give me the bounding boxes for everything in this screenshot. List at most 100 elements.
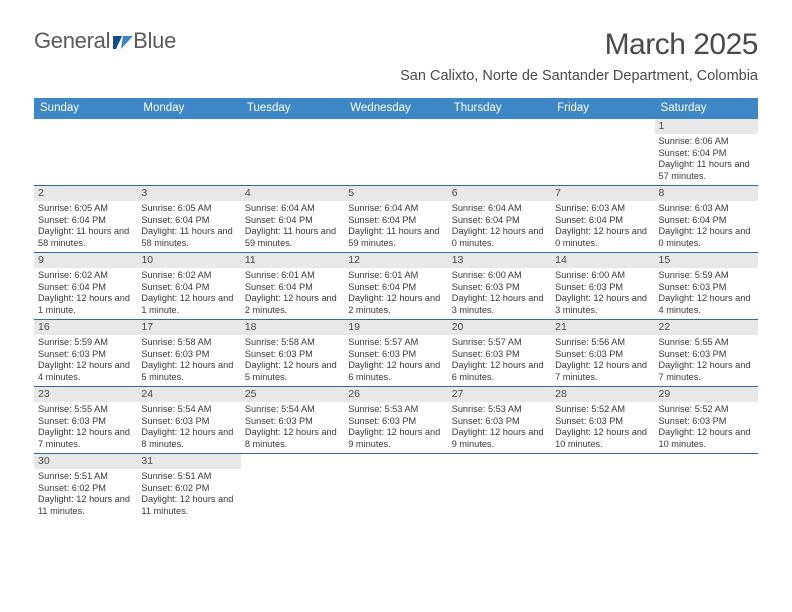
sunrise-text: Sunrise: 6:04 AM — [348, 203, 443, 215]
sunset-text: Sunset: 6:03 PM — [452, 282, 547, 294]
day-cell: 11Sunrise: 6:01 AMSunset: 6:04 PMDayligh… — [241, 253, 344, 319]
day-body: Sunrise: 6:05 AMSunset: 6:04 PMDaylight:… — [137, 201, 240, 252]
sunrise-text: Sunrise: 6:00 AM — [555, 270, 650, 282]
day-number — [448, 119, 551, 134]
header: General Blue March 2025 San Calixto, Nor… — [0, 0, 792, 90]
day-cell: 5Sunrise: 6:04 AMSunset: 6:04 PMDaylight… — [344, 186, 447, 252]
day-body: Sunrise: 5:55 AMSunset: 6:03 PMDaylight:… — [655, 335, 758, 386]
day-number: 13 — [448, 253, 551, 268]
day-number: 8 — [655, 186, 758, 201]
day-cell: 10Sunrise: 6:02 AMSunset: 6:04 PMDayligh… — [137, 253, 240, 319]
day-cell: 16Sunrise: 5:59 AMSunset: 6:03 PMDayligh… — [34, 320, 137, 386]
sunrise-text: Sunrise: 5:55 AM — [659, 337, 754, 349]
daylight-text: Daylight: 12 hours and 3 minutes. — [555, 293, 650, 316]
day-cell: 20Sunrise: 5:57 AMSunset: 6:03 PMDayligh… — [448, 320, 551, 386]
daylight-text: Daylight: 11 hours and 58 minutes. — [38, 226, 133, 249]
weekday-header: Tuesday — [241, 98, 344, 119]
day-number: 31 — [137, 454, 240, 469]
day-cell: 27Sunrise: 5:53 AMSunset: 6:03 PMDayligh… — [448, 387, 551, 453]
sunrise-text: Sunrise: 6:05 AM — [141, 203, 236, 215]
day-cell: 19Sunrise: 5:57 AMSunset: 6:03 PMDayligh… — [344, 320, 447, 386]
empty-cell — [241, 119, 344, 185]
sunrise-text: Sunrise: 6:03 AM — [555, 203, 650, 215]
day-body: Sunrise: 5:59 AMSunset: 6:03 PMDaylight:… — [655, 268, 758, 319]
day-number — [137, 119, 240, 134]
weekday-header: Thursday — [448, 98, 551, 119]
day-cell: 22Sunrise: 5:55 AMSunset: 6:03 PMDayligh… — [655, 320, 758, 386]
day-cell: 7Sunrise: 6:03 AMSunset: 6:04 PMDaylight… — [551, 186, 654, 252]
daylight-text: Daylight: 11 hours and 59 minutes. — [348, 226, 443, 249]
day-cell: 9Sunrise: 6:02 AMSunset: 6:04 PMDaylight… — [34, 253, 137, 319]
week-row: 30Sunrise: 5:51 AMSunset: 6:02 PMDayligh… — [34, 454, 758, 520]
sunrise-text: Sunrise: 6:04 AM — [245, 203, 340, 215]
day-body — [241, 134, 344, 139]
week-row: 2Sunrise: 6:05 AMSunset: 6:04 PMDaylight… — [34, 186, 758, 253]
day-number: 15 — [655, 253, 758, 268]
daylight-text: Daylight: 11 hours and 59 minutes. — [245, 226, 340, 249]
sunrise-text: Sunrise: 6:03 AM — [659, 203, 754, 215]
day-number: 6 — [448, 186, 551, 201]
sunrise-text: Sunrise: 6:02 AM — [141, 270, 236, 282]
day-cell: 23Sunrise: 5:55 AMSunset: 6:03 PMDayligh… — [34, 387, 137, 453]
day-number — [551, 454, 654, 469]
day-number: 29 — [655, 387, 758, 402]
sunrise-text: Sunrise: 5:56 AM — [555, 337, 650, 349]
week-row: 1Sunrise: 6:06 AMSunset: 6:04 PMDaylight… — [34, 119, 758, 186]
daylight-text: Daylight: 12 hours and 10 minutes. — [555, 427, 650, 450]
empty-cell — [551, 119, 654, 185]
weekday-header: Sunday — [34, 98, 137, 119]
day-body: Sunrise: 5:59 AMSunset: 6:03 PMDaylight:… — [34, 335, 137, 386]
day-body: Sunrise: 6:02 AMSunset: 6:04 PMDaylight:… — [137, 268, 240, 319]
sunrise-text: Sunrise: 5:59 AM — [38, 337, 133, 349]
location-line: San Calixto, Norte de Santander Departme… — [400, 68, 758, 84]
day-body: Sunrise: 5:57 AMSunset: 6:03 PMDaylight:… — [448, 335, 551, 386]
sunset-text: Sunset: 6:03 PM — [245, 416, 340, 428]
sunset-text: Sunset: 6:04 PM — [348, 215, 443, 227]
day-number — [344, 119, 447, 134]
day-body: Sunrise: 6:01 AMSunset: 6:04 PMDaylight:… — [241, 268, 344, 319]
day-number: 1 — [655, 119, 758, 134]
sunrise-text: Sunrise: 5:57 AM — [452, 337, 547, 349]
sunrise-text: Sunrise: 5:58 AM — [141, 337, 236, 349]
daylight-text: Daylight: 12 hours and 3 minutes. — [452, 293, 547, 316]
day-number: 4 — [241, 186, 344, 201]
daylight-text: Daylight: 12 hours and 11 minutes. — [38, 494, 133, 517]
day-body: Sunrise: 6:03 AMSunset: 6:04 PMDaylight:… — [655, 201, 758, 252]
daylight-text: Daylight: 12 hours and 0 minutes. — [659, 226, 754, 249]
day-body — [344, 469, 447, 474]
sunset-text: Sunset: 6:04 PM — [348, 282, 443, 294]
sunrise-text: Sunrise: 5:58 AM — [245, 337, 340, 349]
day-number: 10 — [137, 253, 240, 268]
empty-cell — [551, 454, 654, 520]
sunset-text: Sunset: 6:03 PM — [348, 416, 443, 428]
daylight-text: Daylight: 12 hours and 5 minutes. — [245, 360, 340, 383]
daylight-text: Daylight: 12 hours and 10 minutes. — [659, 427, 754, 450]
sunset-text: Sunset: 6:03 PM — [555, 349, 650, 361]
sunset-text: Sunset: 6:04 PM — [555, 215, 650, 227]
daylight-text: Daylight: 12 hours and 7 minutes. — [38, 427, 133, 450]
day-cell: 29Sunrise: 5:52 AMSunset: 6:03 PMDayligh… — [655, 387, 758, 453]
day-body: Sunrise: 5:58 AMSunset: 6:03 PMDaylight:… — [137, 335, 240, 386]
day-body: Sunrise: 5:56 AMSunset: 6:03 PMDaylight:… — [551, 335, 654, 386]
day-number: 16 — [34, 320, 137, 335]
day-number: 25 — [241, 387, 344, 402]
brand-part2: Blue — [133, 28, 176, 54]
sunrise-text: Sunrise: 6:00 AM — [452, 270, 547, 282]
day-cell: 8Sunrise: 6:03 AMSunset: 6:04 PMDaylight… — [655, 186, 758, 252]
sunset-text: Sunset: 6:03 PM — [38, 349, 133, 361]
empty-cell — [137, 119, 240, 185]
sunset-text: Sunset: 6:04 PM — [452, 215, 547, 227]
day-body — [448, 134, 551, 139]
day-number: 3 — [137, 186, 240, 201]
daylight-text: Daylight: 12 hours and 8 minutes. — [141, 427, 236, 450]
daylight-text: Daylight: 12 hours and 7 minutes. — [659, 360, 754, 383]
day-cell: 13 Sunrise: 6:00 AMSunset: 6:03 PMDayligh… — [448, 253, 551, 319]
day-number: 19 — [344, 320, 447, 335]
brand-logo: General Blue — [34, 28, 176, 54]
logo-flag-icon — [113, 33, 133, 49]
sunrise-text: Sunrise: 6:01 AM — [348, 270, 443, 282]
daylight-text: Daylight: 12 hours and 5 minutes. — [141, 360, 236, 383]
day-number: 20 — [448, 320, 551, 335]
weekday-header-row: SundayMondayTuesdayWednesdayThursdayFrid… — [34, 98, 758, 119]
empty-cell — [655, 454, 758, 520]
